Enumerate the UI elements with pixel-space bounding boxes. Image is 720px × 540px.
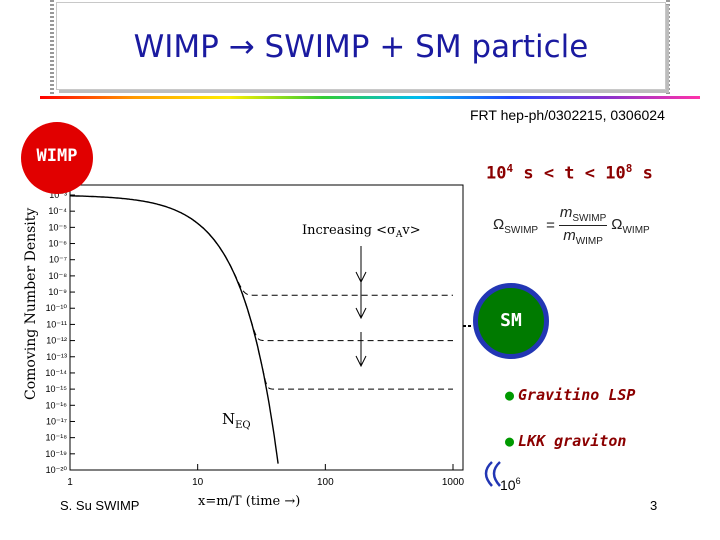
increasing-arrows [355,246,367,368]
y-tick-label: 10⁻¹⁵ [46,384,68,394]
y-tick-label: 10⁻¹² [46,336,67,346]
y-tick-label: 10⁻⁶ [49,239,68,249]
y-tick-label: 10⁻¹⁸ [45,433,67,443]
y-tick-label: 10⁻¹³ [46,352,67,362]
page-number: 3 [650,498,658,513]
y-tick-label: 10⁻¹⁶ [46,400,68,410]
x-tick-label: 10 [192,477,204,488]
y-tick-label: 10⁻¹¹ [46,319,67,329]
bullet-lkk: ● LKK graviton [505,432,627,450]
y-tick-label: 10⁻³ [49,190,67,200]
x-tick-label: 1000 [442,477,465,488]
y-tick-label: 10⁻⁴ [48,206,67,216]
scale-label: 106 [500,476,521,493]
y-tick-label: 10⁻¹⁴ [45,368,67,378]
y-tick-label: 10⁻⁷ [49,255,67,265]
x-tick-label: 1 [67,477,73,488]
right-dotted-border [666,0,670,95]
y-tick-label: 10⁻¹⁰ [46,303,68,313]
bullet-dot-icon: ● [505,386,515,404]
y-tick-label: 10⁻¹⁷ [46,416,67,426]
plot-curves [70,195,453,464]
y-tick-label: 10⁻⁹ [48,287,67,297]
left-dotted-border [50,0,54,95]
freeze-out-curve [191,218,453,390]
increasing-annotation: Increasing <σAv> [302,223,421,240]
slide-title: WIMP → SWIMP + SM particle [133,29,589,65]
y-tick-label: 10⁻⁸ [48,271,67,281]
x-tick-label: 100 [317,477,334,488]
relic-density-formula: ΩSWIMP = mSWIMP ΩWIMP mWIMP [493,203,650,247]
y-tick-label: 10⁻²⁰ [46,465,68,475]
bullet-gravitino: ● Gravitino LSP [505,386,636,404]
plot-frame [69,184,464,471]
sm-badge: SM [473,283,549,359]
title-box: WIMP → SWIMP + SM particle [56,2,666,90]
wimp-badge: WIMP [21,122,93,194]
neq-annotation: NEQ [222,410,251,431]
y-axis-label: Comoving Number Density [23,208,39,400]
rainbow-divider [40,96,700,99]
y-tick-label: 10⁻⁵ [49,222,68,232]
x-axis-label: x=m/T (time →) [198,494,300,509]
plot-axes [69,184,464,471]
bullet-dot-icon: ● [505,432,515,450]
y-tick-label: 10⁻¹⁹ [45,449,67,459]
plot-ticks: 1 10 100 1000 10⁻³ 10⁻⁴ 10⁻⁵ 10⁻⁶ 10⁻⁷ 10⁻⁸ 10⁻⁹ 10… [45,190,464,488]
footer-author: S. Su SWIMP [60,498,140,513]
reference-text: FRT hep-ph/0302215, 0306024 [470,107,665,123]
arrow-head-icon [355,355,367,368]
much-greater-than-icon [484,461,501,487]
arrow-head-icon [355,307,367,320]
lifetime-range: 104 s < t < 108 s [486,162,653,184]
